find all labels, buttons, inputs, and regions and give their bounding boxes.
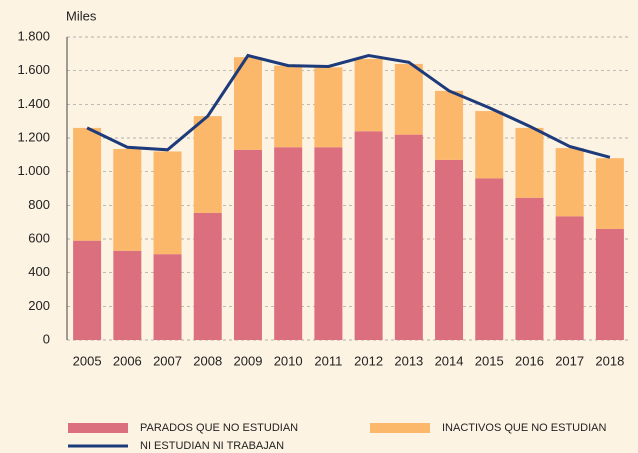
bar (515, 197, 544, 340)
bar (274, 147, 303, 340)
line (86, 53, 611, 159)
bar (475, 111, 504, 179)
x-tick-label: 2009 (234, 353, 263, 368)
x-tick-label: 2015 (475, 353, 504, 368)
x-tick-label: 2016 (515, 353, 544, 368)
bar (314, 67, 343, 148)
y-tick-label: 1.000 (17, 163, 50, 178)
legend-swatch (68, 423, 128, 433)
legend-swatch (370, 423, 430, 433)
y-tick-label: 1.200 (17, 129, 50, 144)
bar (515, 127, 544, 198)
bar (274, 65, 303, 148)
bar (233, 57, 262, 150)
bar (73, 127, 102, 241)
y-tick-label: 600 (28, 230, 50, 245)
bar (314, 147, 343, 340)
bar (555, 216, 584, 340)
y-tick-label: 1.400 (17, 96, 50, 111)
y-tick-label: 0 (43, 331, 50, 346)
x-tick-label: 2006 (113, 353, 142, 368)
y-tick-label: 1.800 (17, 28, 50, 43)
y-tick-label: 400 (28, 264, 50, 279)
bar (193, 116, 222, 213)
x-tick-label: 2017 (555, 353, 584, 368)
bar (113, 250, 142, 340)
x-tick-label: 2007 (153, 353, 182, 368)
x-tick-label: 2012 (354, 353, 383, 368)
bar (153, 151, 182, 255)
x-tick-label: 2011 (314, 353, 342, 368)
legend-label: INACTIVOS QUE NO ESTUDIAN (442, 422, 606, 434)
bar (435, 90, 464, 160)
bar (354, 58, 383, 132)
x-tick-label: 2013 (394, 353, 423, 368)
legend: PARADOS QUE NO ESTUDIAN INACTIVOS QUE NO … (68, 422, 606, 452)
bar (153, 254, 182, 340)
x-tick-label: 2018 (595, 353, 624, 368)
bar (394, 134, 423, 340)
bar (193, 212, 222, 340)
bar (233, 149, 262, 340)
bar (475, 178, 504, 340)
x-tick-label: 2010 (274, 353, 303, 368)
legend-label: PARADOS QUE NO ESTUDIAN (140, 422, 298, 434)
bar (113, 148, 142, 251)
y-tick-label: 1.600 (17, 62, 50, 77)
bar (595, 158, 624, 229)
bar (595, 228, 624, 340)
bar (394, 63, 423, 135)
x-tick-label: 2008 (193, 353, 222, 368)
y-tick-label: 800 (28, 197, 50, 212)
x-tick-label: 2005 (73, 353, 102, 368)
bar (354, 131, 383, 340)
y-axis-label: Miles (66, 8, 97, 23)
bar (73, 240, 102, 340)
x-tick-label: 2014 (435, 353, 464, 368)
bar (555, 148, 584, 217)
legend-label: NI ESTUDIAN NI TRABAJAN (140, 440, 284, 452)
bar (435, 159, 464, 340)
y-tick-label: 200 (28, 298, 50, 313)
